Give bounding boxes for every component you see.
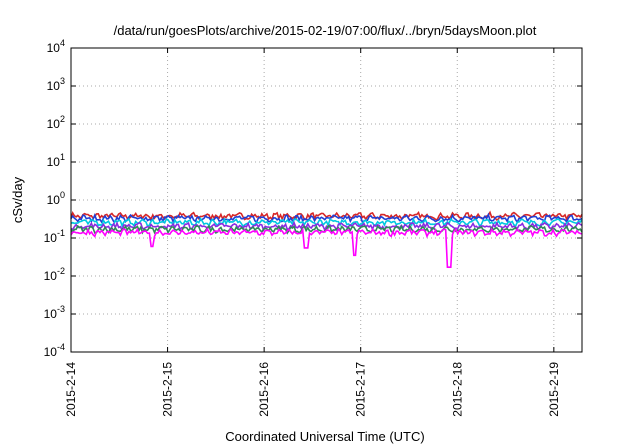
- y-tick-label: 10-2: [44, 266, 65, 283]
- y-tick-label: 10-4: [44, 342, 65, 359]
- y-axis-label: cSv/day: [10, 176, 25, 223]
- x-axis: 2015-2-14 2015-2-15 2015-2-16 2015-2-17 2015…: [64, 48, 561, 417]
- series-group: [70, 210, 583, 269]
- grid: [70, 48, 582, 352]
- x-tick-label: 2015-2-19: [547, 362, 561, 417]
- y-tick-label: 100: [47, 190, 65, 207]
- chart-title: /data/run/goesPlots/archive/2015-02-19/0…: [114, 23, 537, 38]
- series-line-6: [70, 226, 583, 269]
- y-tick-label: 103: [47, 76, 65, 93]
- y-tick-label: 101: [47, 152, 65, 169]
- y-axis: 10-4 10-3 10-2 10-1 100 101 102 103 104: [44, 38, 582, 359]
- x-tick-label: 2015-2-18: [450, 362, 464, 417]
- y-tick-label: 10-1: [44, 228, 65, 245]
- y-tick-label: 104: [47, 38, 65, 55]
- y-tick-label: 10-3: [44, 304, 65, 321]
- x-tick-label: 2015-2-16: [257, 362, 271, 417]
- x-tick-label: 2015-2-17: [354, 362, 368, 417]
- x-axis-label: Coordinated Universal Time (UTC): [225, 429, 424, 444]
- series-line-2: [70, 212, 583, 224]
- series-line-4: [70, 220, 583, 233]
- x-tick-label: 2015-2-15: [161, 362, 175, 417]
- x-tick-label: 2015-2-14: [64, 362, 78, 417]
- y-tick-label: 102: [47, 114, 65, 131]
